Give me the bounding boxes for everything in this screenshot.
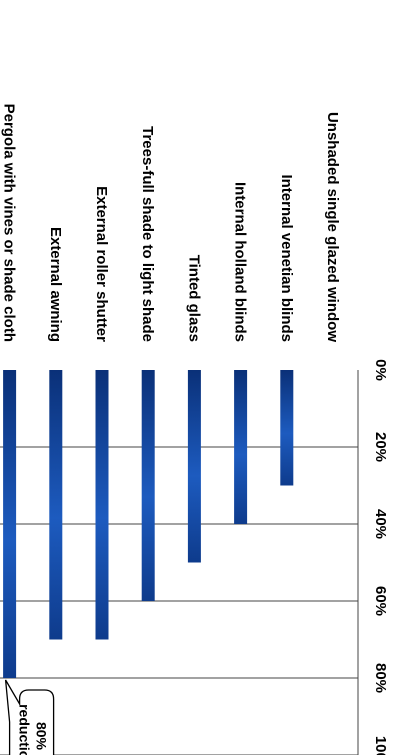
callout-box: [4, 679, 55, 755]
callout-text-1: reduction: [17, 704, 33, 755]
tick-label-40: 40%: [372, 509, 389, 539]
callout-text-0: 80%: [34, 722, 50, 751]
tick-label-100: 100%: [372, 736, 389, 755]
category-label-7: Pergola with vines or shade cloth: [1, 104, 18, 342]
bar-7: [3, 370, 17, 678]
category-label-4: Trees-full shade to light shade: [139, 126, 156, 342]
category-label-6: External awning: [47, 227, 64, 342]
category-label-2: Internal holland blinds: [232, 182, 249, 342]
bar-5: [95, 370, 109, 640]
bar-2: [234, 370, 248, 524]
tick-label-60: 60%: [372, 586, 389, 616]
bar-1: [280, 370, 294, 486]
bar-4: [141, 370, 155, 601]
gridlines: [0, 446, 358, 755]
category-label-1: Internal venetian blinds: [278, 174, 295, 342]
bar-3: [187, 370, 201, 563]
category-label-3: Tinted glass: [185, 255, 202, 342]
tick-labels: 0% 20% 40% 60% 80% 100%: [372, 359, 389, 755]
category-label-0: Unshaded single glazed window: [324, 112, 341, 342]
category-label-5: External roller shutter: [93, 186, 110, 342]
plot-area: 0% 20% 40% 60% 80% 100% Unshaded single glaze…: [0, 104, 389, 755]
bar-6: [49, 370, 63, 640]
tick-label-0: 0%: [372, 359, 389, 381]
annotation-callout: 80%reduction: [4, 679, 55, 755]
tick-label-20: 20%: [372, 432, 389, 462]
bars: [3, 370, 294, 678]
category-labels: Unshaded single glazed window Internal ve…: [1, 104, 341, 343]
tick-label-80: 80%: [372, 663, 389, 693]
